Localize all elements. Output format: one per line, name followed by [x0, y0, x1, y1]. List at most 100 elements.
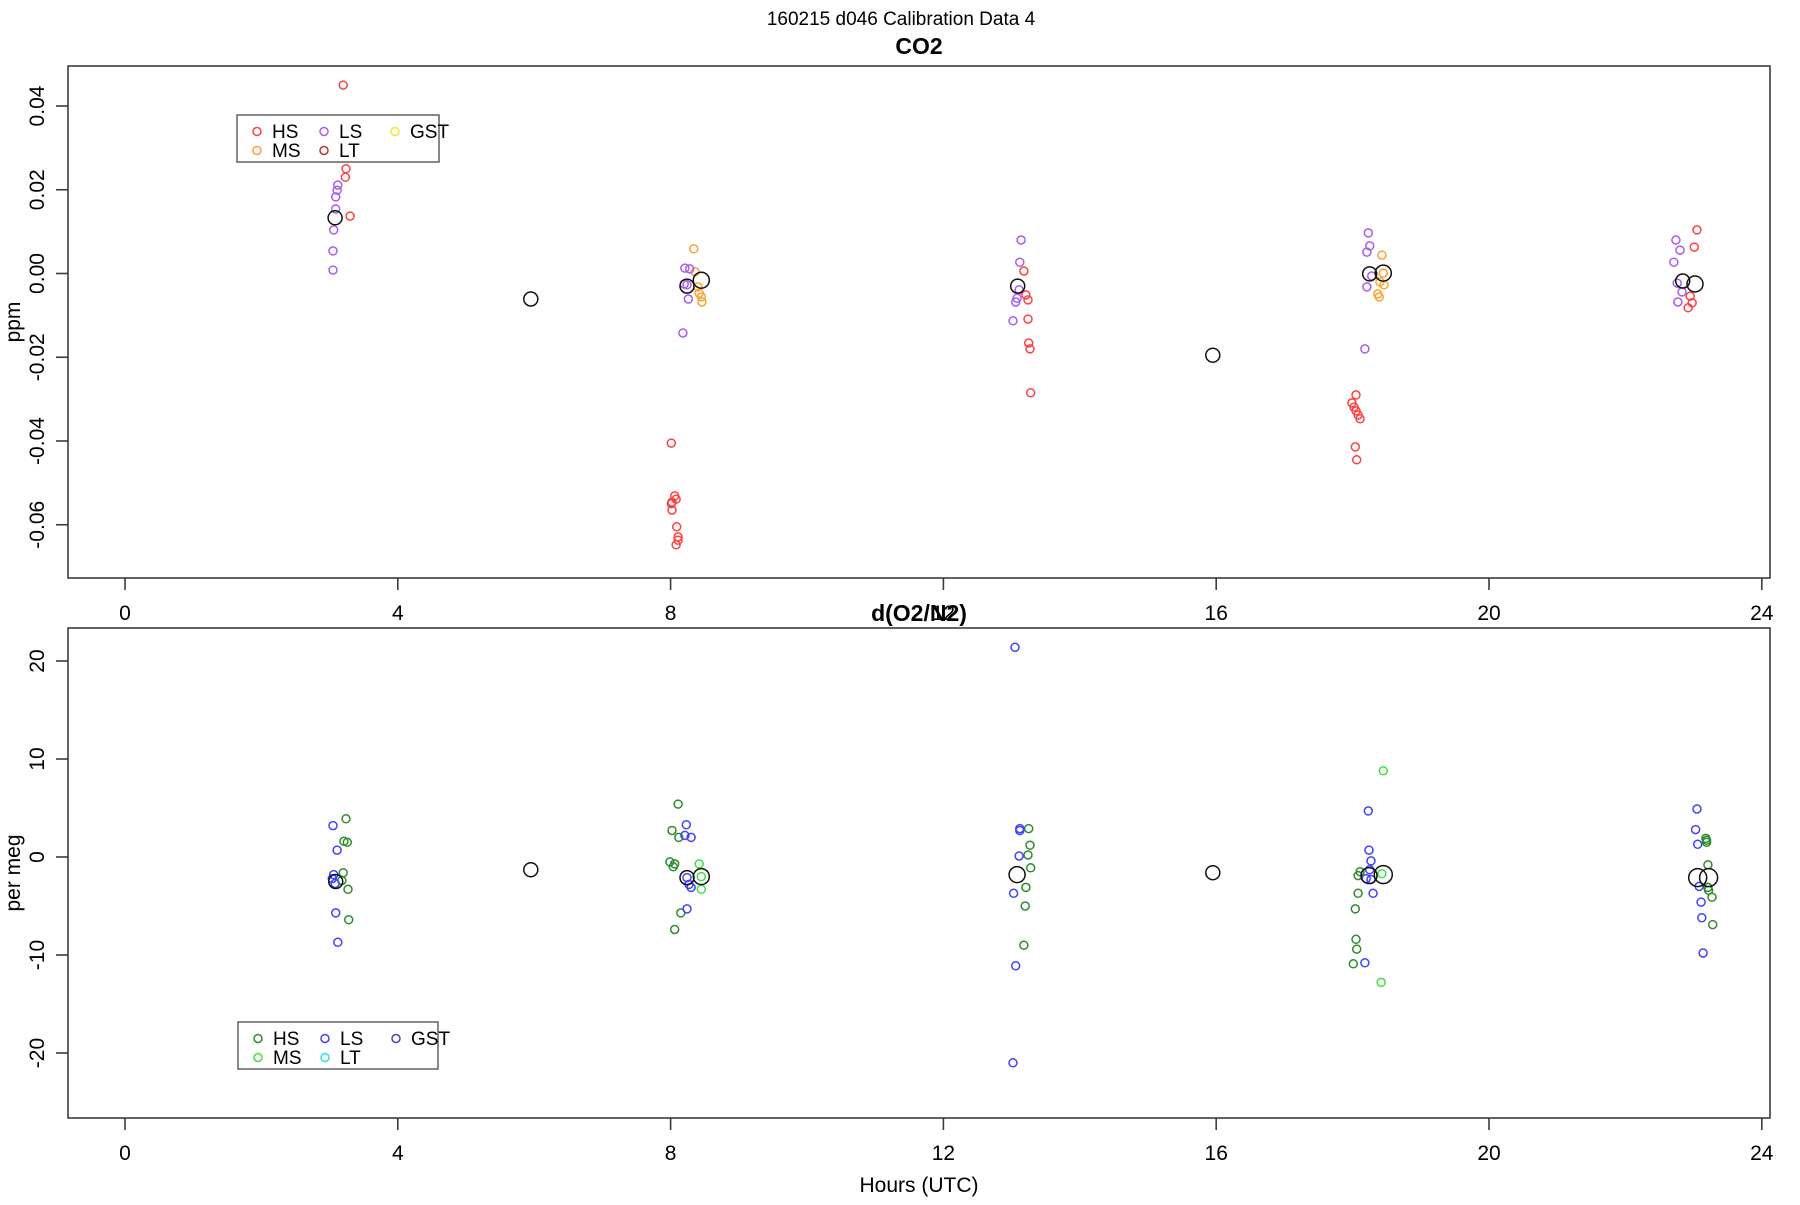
y-tick-label: -0.06 [26, 501, 49, 549]
data-point-hs [1019, 266, 1029, 276]
data-point-hs [673, 535, 683, 545]
data-point-hs [345, 211, 355, 221]
o2n2-legend: HS MS LS LT GST [237, 1021, 450, 1070]
data-point-hs [1025, 863, 1036, 873]
data-point-hs [666, 438, 677, 448]
data-point-ls [1008, 888, 1019, 899]
data-point-ms [696, 871, 707, 882]
data-point-hs [1683, 303, 1693, 313]
legend-symbol-hs [253, 1033, 263, 1044]
mean-circle [1205, 347, 1221, 363]
x-tick-label: 12 [932, 602, 955, 625]
data-point-ls [330, 204, 341, 214]
figure-title: 160215 d046 Calibration Data 4 [767, 9, 1036, 30]
data-point-ls [1673, 297, 1683, 307]
legend-symbol-hs [252, 126, 262, 137]
data-point-ls [1015, 825, 1025, 836]
legend-label-hs: HS [272, 122, 298, 143]
data-point-ls [333, 937, 343, 948]
mean-circle [679, 869, 695, 886]
data-point-ls [1010, 961, 1021, 971]
legend-symbol-ms [252, 145, 262, 156]
data-point-hs [1351, 944, 1362, 954]
data-point-ls [1698, 948, 1708, 958]
data-point-ls [682, 280, 692, 290]
x-tick-label: 0 [119, 1142, 131, 1165]
data-point-ls [1008, 1058, 1018, 1068]
data-point-ms [696, 884, 707, 895]
y-tick-label: 0.04 [26, 85, 49, 126]
co2-plot-area [67, 65, 1771, 579]
mean-circle [1373, 864, 1394, 885]
y-tick-label: 20 [26, 649, 49, 672]
o2n2-data-points [327, 642, 1719, 1068]
legend-symbol-gst [390, 126, 400, 137]
y-tick-label: 0 [26, 851, 49, 863]
data-point-ls [1368, 888, 1378, 899]
data-point-ls [330, 878, 340, 889]
o2n2-legend-box [237, 1021, 439, 1070]
data-point-ls [682, 904, 692, 914]
data-point-ls [1016, 235, 1026, 245]
mean-circle [1205, 864, 1221, 881]
data-point-hs [1020, 901, 1030, 911]
data-point-hs [341, 164, 351, 174]
o2n2-legend-symbols [253, 1033, 401, 1063]
co2-panel-title: CO2 [895, 33, 942, 59]
y-tick-label: -10 [26, 940, 49, 970]
data-point-ls [330, 192, 341, 202]
legend-label-ls: LS [340, 1029, 363, 1050]
mean-circle [1360, 866, 1378, 885]
data-point-hs [669, 924, 680, 935]
mean-circle [1009, 278, 1026, 294]
data-point-ls [332, 845, 342, 855]
y-tick-label: 0.02 [26, 169, 49, 210]
legend-label-hs: HS [273, 1029, 299, 1050]
data-point-hs [343, 884, 353, 895]
y-tick-label: -20 [26, 1038, 49, 1068]
x-tick-label: 12 [932, 1142, 955, 1165]
data-point-ls [1360, 344, 1370, 354]
data-point-ls [1008, 316, 1018, 326]
mean-circle [1361, 266, 1378, 282]
legend-label-ms: MS [273, 1048, 302, 1069]
data-point-hs [1689, 242, 1700, 252]
mean-circle [327, 873, 344, 890]
data-point-hs [1707, 919, 1718, 930]
data-point-ls [1364, 845, 1374, 855]
data-point-hs [1023, 295, 1033, 305]
legend-label-gst: GST [410, 122, 449, 143]
data-point-hs [1355, 414, 1365, 424]
x-tick-label: 16 [1205, 602, 1228, 625]
data-point-hs [673, 799, 683, 809]
x-tick-label: 0 [119, 602, 131, 625]
data-point-ms [1378, 766, 1389, 776]
legend-label-ls: LS [339, 122, 362, 143]
data-point-hs [340, 172, 351, 182]
data-point-ls [1690, 824, 1701, 835]
mean-circle [692, 867, 711, 886]
data-point-hs [674, 832, 684, 843]
data-point-ls [1010, 642, 1020, 653]
data-point-hs [1351, 455, 1362, 465]
y-tick-label: 0.00 [26, 253, 49, 294]
data-point-ls [678, 328, 688, 338]
data-point-ls [1692, 839, 1703, 850]
co2-y-axis-label: ppm [2, 302, 25, 343]
mean-circle [1698, 867, 1719, 888]
mean-circle [1008, 865, 1026, 884]
data-point-ms [696, 292, 707, 302]
mean-circle [692, 271, 711, 289]
x-tick-label: 16 [1205, 1142, 1228, 1165]
co2-axes: 0 4 8 12 16 20 24 0.04 0.02 0.00 -0.02 -0.04 -0.06 [26, 85, 1774, 625]
data-point-hs [1348, 959, 1359, 969]
data-point-ls [328, 820, 338, 831]
data-point-ls [1672, 278, 1682, 288]
legend-symbol-ms [253, 1052, 263, 1063]
data-point-ls [332, 185, 342, 195]
data-point-ls [1362, 247, 1372, 257]
data-point-ls [330, 908, 341, 918]
o2n2-panel-title: d(O2/N2) [871, 600, 967, 626]
data-point-hs [1023, 850, 1033, 860]
data-point-hs [341, 814, 351, 824]
